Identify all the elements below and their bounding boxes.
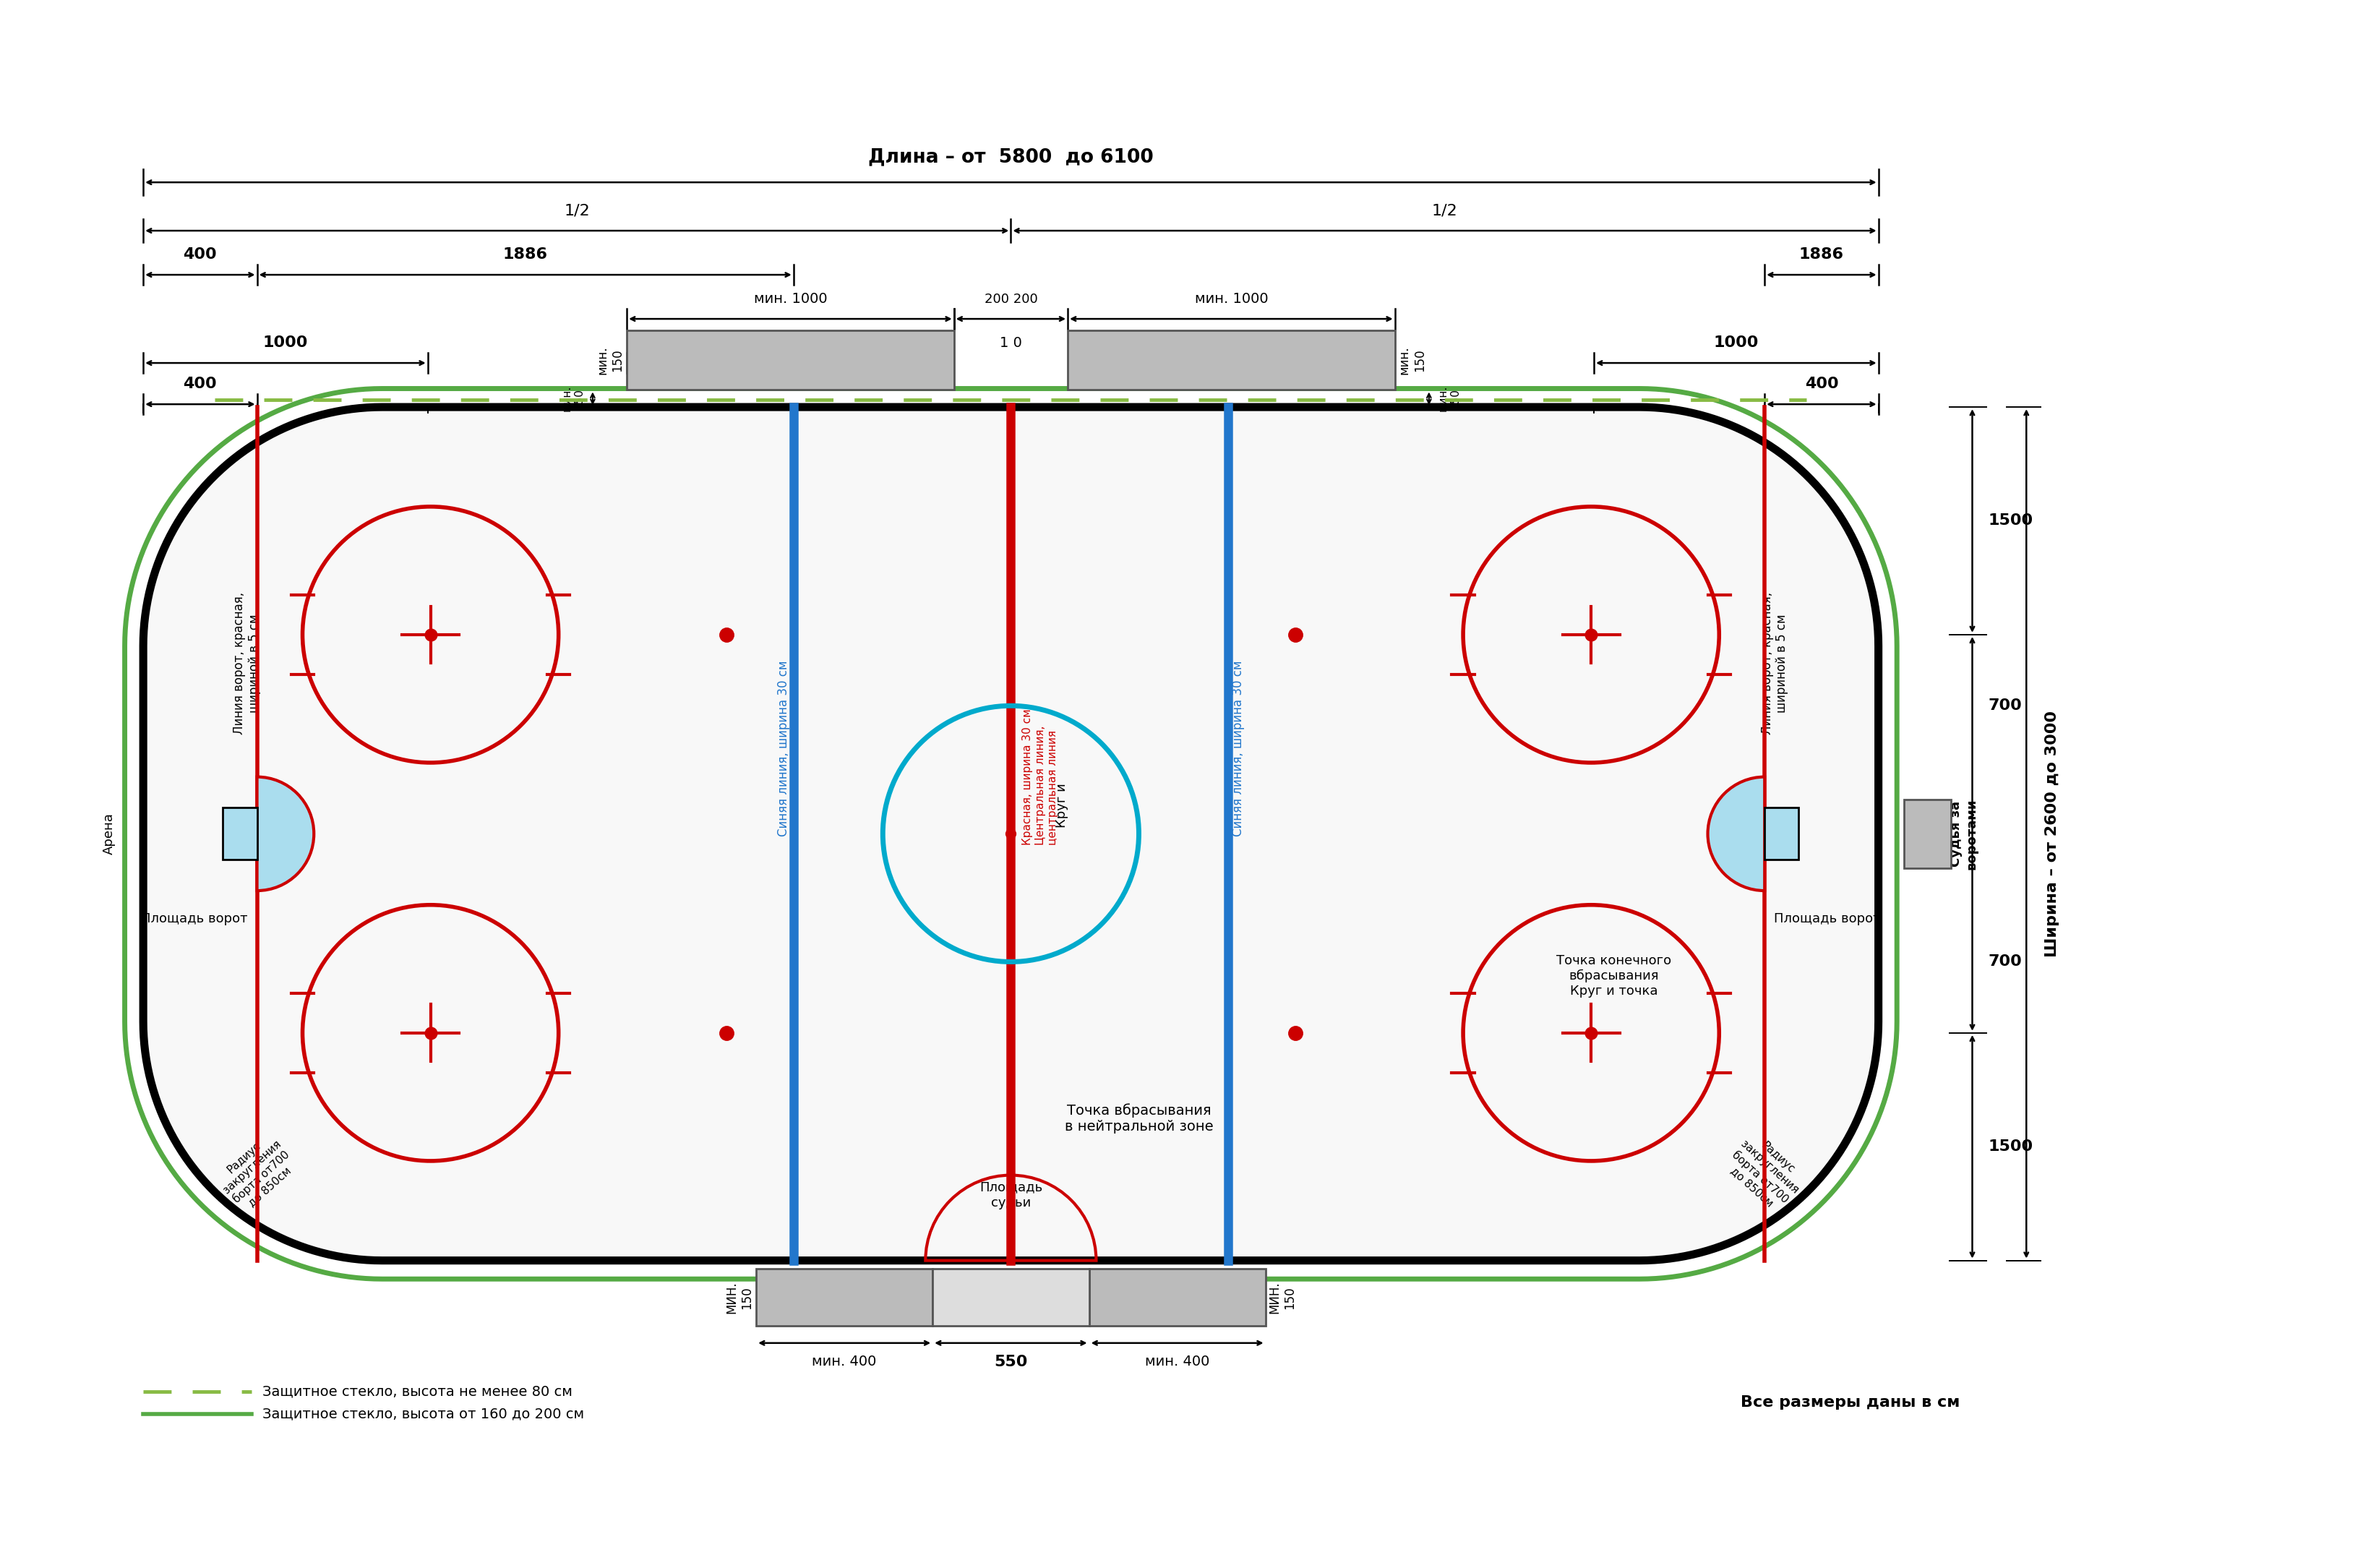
Text: Красная, ширина 30 см
Центральная линия,
центральная линия: Красная, ширина 30 см Центральная линия,… bbox=[1023, 709, 1059, 845]
Text: Скамейка игроков команды А: Скамейка игроков команды А bbox=[669, 353, 912, 367]
Text: Арена: Арена bbox=[102, 812, 116, 855]
Text: мин. 400: мин. 400 bbox=[813, 1355, 877, 1369]
Text: 1/2: 1/2 bbox=[565, 204, 591, 218]
Bar bbox=[1765, 808, 1798, 859]
Text: Площадь ворот: Площадь ворот bbox=[142, 913, 248, 925]
Text: Стоп судейской
бригады: Стоп судейской бригады bbox=[962, 1283, 1061, 1311]
Text: Точка вбрасывания
в нейтральной зоне: Точка вбрасывания в нейтральной зоне bbox=[1063, 1104, 1212, 1134]
Text: Радиус
закругления
борта от700
до 850см: Радиус закругления борта от700 до 850см bbox=[213, 1129, 300, 1215]
Text: 1/2: 1/2 bbox=[1432, 204, 1458, 218]
Wedge shape bbox=[1708, 776, 1765, 891]
Text: мин. 1000: мин. 1000 bbox=[754, 292, 827, 306]
Text: 1886: 1886 bbox=[1798, 248, 1843, 262]
Text: Судья за
воротами: Судья за воротами bbox=[1949, 798, 1978, 869]
Bar bbox=[1905, 800, 1952, 869]
Text: Все размеры даны в см: Все размеры даны в см bbox=[1739, 1396, 1959, 1410]
Text: 400: 400 bbox=[184, 248, 217, 262]
Text: 1 0: 1 0 bbox=[1000, 337, 1021, 350]
Wedge shape bbox=[258, 776, 314, 891]
Text: Точка конечного
вбрасывания
Круг и точка: Точка конечного вбрасывания Круг и точка bbox=[1557, 955, 1671, 997]
Text: Линия ворот, красная,
шириной в 5 см: Линия ворот, красная, шириной в 5 см bbox=[1760, 591, 1789, 734]
Text: МИН.
150: МИН. 150 bbox=[1269, 1281, 1297, 1314]
Text: Ширина – от 2600 до 3000: Ширина – от 2600 до 3000 bbox=[2044, 710, 2058, 956]
Text: мин.
150: мин. 150 bbox=[560, 386, 584, 412]
Text: Длина – от  5800  до 6100: Длина – от 5800 до 6100 bbox=[867, 147, 1153, 166]
Bar bbox=[1068, 331, 1394, 390]
Text: 1000: 1000 bbox=[262, 336, 307, 350]
Bar bbox=[222, 808, 258, 859]
Text: мин. 1000: мин. 1000 bbox=[1196, 292, 1269, 306]
Text: Круг и: Круг и bbox=[1056, 782, 1068, 828]
Text: 700: 700 bbox=[1987, 955, 2023, 969]
Text: 700: 700 bbox=[1987, 698, 2023, 713]
Text: Защитное стекло, высота не менее 80 см: Защитное стекло, высота не менее 80 см bbox=[262, 1385, 572, 1399]
Text: Синяя линия, ширина 30 см: Синяя линия, ширина 30 см bbox=[777, 660, 789, 836]
Text: МИН.
150: МИН. 150 bbox=[725, 1281, 754, 1314]
Bar bbox=[756, 1269, 933, 1327]
Text: 200 200: 200 200 bbox=[983, 293, 1037, 306]
Text: Площадь
судьи: Площадь судьи bbox=[978, 1181, 1042, 1209]
Text: 400: 400 bbox=[184, 376, 217, 392]
Text: Площадь ворот: Площадь ворот bbox=[1775, 913, 1881, 925]
Text: Радиус
закругления
борта от700
до 850см: Радиус закругления борта от700 до 850см bbox=[1720, 1129, 1808, 1215]
Text: Линия ворот, красная,
шириной в 5 см: Линия ворот, красная, шириной в 5 см bbox=[234, 591, 260, 734]
Text: 1886: 1886 bbox=[503, 248, 548, 262]
Bar bbox=[933, 1269, 1089, 1327]
Bar bbox=[1089, 1269, 1267, 1327]
Text: 1500: 1500 bbox=[1987, 1140, 2032, 1154]
Text: Синяя линия, ширина 30 см: Синяя линия, ширина 30 см bbox=[1231, 660, 1245, 836]
Text: 150: 150 bbox=[640, 337, 669, 350]
Text: 1500: 1500 bbox=[1987, 514, 2032, 528]
Text: мин.
150: мин. 150 bbox=[595, 347, 624, 375]
Text: Защитное стекло, высота от 160 до 200 см: Защитное стекло, высота от 160 до 200 см bbox=[262, 1406, 584, 1421]
Bar bbox=[626, 331, 955, 390]
Text: 400: 400 bbox=[1805, 376, 1838, 392]
Text: мин. 400: мин. 400 bbox=[1146, 1355, 1210, 1369]
Text: Скамейка игроков команды Б: Скамейка игроков команды Б bbox=[1108, 353, 1354, 367]
Text: 1000: 1000 bbox=[1713, 336, 1758, 350]
Text: Скамейка
штрафников
команды А.: Скамейка штрафников команды А. bbox=[803, 1276, 884, 1319]
Text: мин.
150: мин. 150 bbox=[1437, 386, 1460, 412]
Polygon shape bbox=[144, 408, 1879, 1261]
Text: Скамейка
штрафников
команды Б.: Скамейка штрафников команды Б. bbox=[1137, 1276, 1217, 1319]
Text: мин.
150: мин. 150 bbox=[1399, 347, 1425, 375]
Text: 550: 550 bbox=[995, 1355, 1028, 1369]
